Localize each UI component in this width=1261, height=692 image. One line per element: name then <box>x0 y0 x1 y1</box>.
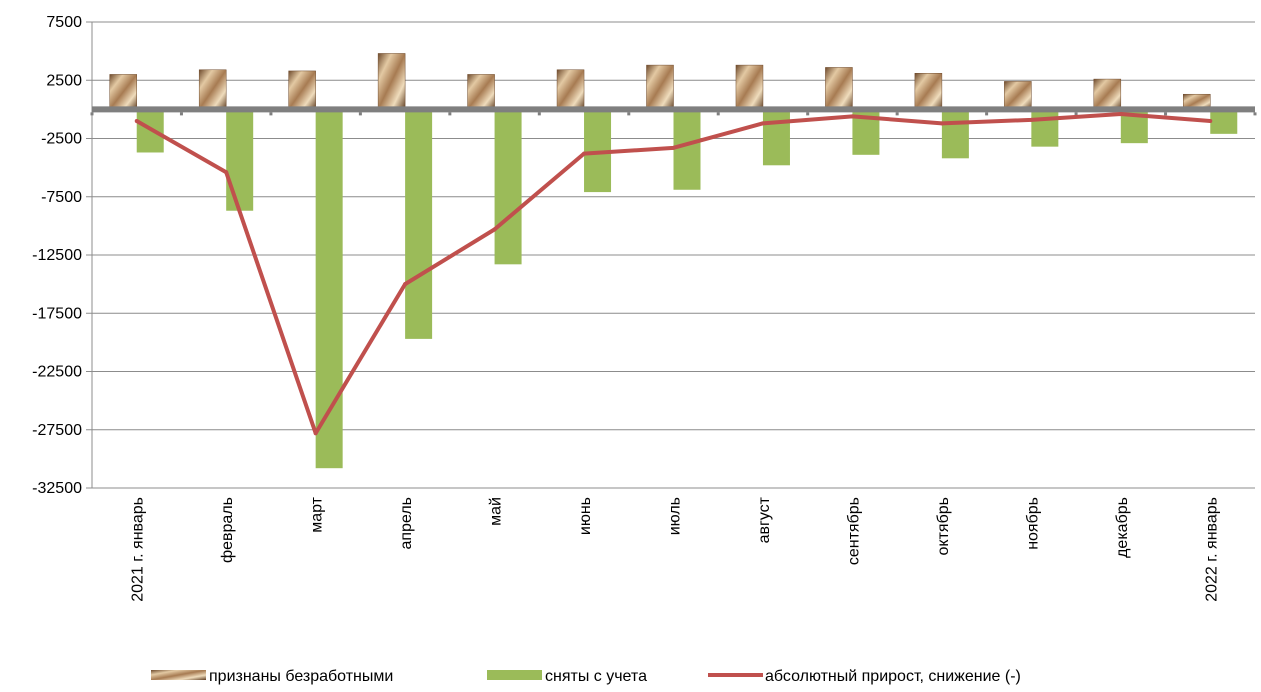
y-axis-tick-labels: 7500 2500 -2500 -7500 -12500 -17500 -22500 -275… <box>32 14 82 497</box>
legend-swatch-recognized-unemployed <box>151 670 206 680</box>
bar-recognized-unemployed <box>1093 78 1122 110</box>
bar-deregistered <box>494 109 522 265</box>
bar-deregistered <box>673 109 701 190</box>
x-axis-line <box>92 106 1255 113</box>
x-category-label: август <box>756 496 773 543</box>
bar-recognized-unemployed <box>377 53 406 110</box>
x-tick-mark <box>627 112 631 116</box>
line-point <box>403 282 408 287</box>
line-point <box>850 114 855 119</box>
bar-recognized-unemployed <box>735 64 764 110</box>
legend-label: абсолютный прирост, снижение (-) <box>765 668 1021 685</box>
x-category-label: ноябрь <box>1024 497 1041 550</box>
y-tick-label: -2500 <box>41 131 82 148</box>
x-tick-mark <box>895 112 899 116</box>
y-tick-label: -17500 <box>32 305 82 322</box>
x-tick-mark <box>537 112 541 116</box>
line-point <box>939 121 944 126</box>
line-point <box>492 227 497 232</box>
line-point <box>1208 119 1213 124</box>
bar-recognized-unemployed <box>556 69 585 110</box>
x-tick-mark <box>1074 112 1078 116</box>
legend-label: сняты с учета <box>545 668 647 685</box>
x-tick-mark <box>448 112 452 116</box>
x-tick-mark <box>90 112 94 116</box>
bar-deregistered <box>762 109 790 166</box>
line-point <box>1118 112 1123 117</box>
bar-deregistered <box>226 109 254 211</box>
x-category-label: май <box>488 497 505 526</box>
bar-deregistered <box>1210 109 1238 134</box>
x-category-label: 2021 г. январь <box>130 497 147 602</box>
legend-label: признаны безработными <box>209 668 393 685</box>
bar-recognized-unemployed <box>646 64 674 110</box>
bar-recognized-unemployed <box>914 73 943 110</box>
x-category-label: сентябрь <box>845 497 862 565</box>
x-tick-mark <box>269 112 273 116</box>
line-point <box>582 151 587 156</box>
legend: признаны безработными сняты с учета абсолю… <box>151 668 1021 685</box>
x-axis-category-labels: 2021 г. январь февраль март апрель май июнь ию… <box>130 496 1221 601</box>
x-tick-mark <box>1164 112 1168 116</box>
x-category-label: 2022 г. январь <box>1203 497 1220 602</box>
bar-deregistered <box>941 109 969 159</box>
bar-deregistered <box>405 109 433 339</box>
bar-recognized-unemployed <box>825 67 853 110</box>
line-point <box>1029 117 1034 122</box>
y-tick-label: -7500 <box>41 189 82 206</box>
legend-swatch-deregistered <box>487 670 542 680</box>
bar-recognized-unemployed <box>198 69 227 110</box>
x-category-label: февраль <box>219 497 236 563</box>
x-category-label: июль <box>667 497 684 535</box>
x-tick-mark <box>358 112 362 116</box>
line-point <box>760 121 765 126</box>
y-tick-label: -32500 <box>32 480 82 497</box>
y-tick-label: 7500 <box>46 14 82 31</box>
line-point <box>224 170 229 175</box>
x-category-label: апрель <box>398 497 415 550</box>
line-point <box>671 145 676 150</box>
line-point <box>313 431 318 436</box>
x-tick-mark <box>985 112 989 116</box>
bar-recognized-unemployed <box>1004 81 1032 110</box>
x-category-label: октябрь <box>935 497 952 555</box>
x-tick-mark <box>179 112 183 116</box>
x-category-label: март <box>309 496 326 532</box>
x-category-label: июнь <box>577 497 594 535</box>
x-tick-mark <box>806 112 810 116</box>
bar-recognized-unemployed <box>288 70 316 110</box>
y-tick-label: 2500 <box>46 72 82 89</box>
y-tick-label: -22500 <box>32 364 82 381</box>
axes <box>90 22 1257 488</box>
bar-recognized-unemployed <box>467 74 495 110</box>
y-tick-label: -12500 <box>32 247 82 264</box>
y-tick-label: -27500 <box>32 422 82 439</box>
bar-deregistered <box>1031 109 1059 147</box>
x-category-label: декабрь <box>1114 497 1131 558</box>
line-point <box>134 119 139 124</box>
x-tick-mark <box>1253 112 1257 116</box>
x-tick-mark <box>716 112 720 116</box>
line-series <box>134 112 1213 436</box>
bar-recognized-unemployed <box>109 74 137 110</box>
